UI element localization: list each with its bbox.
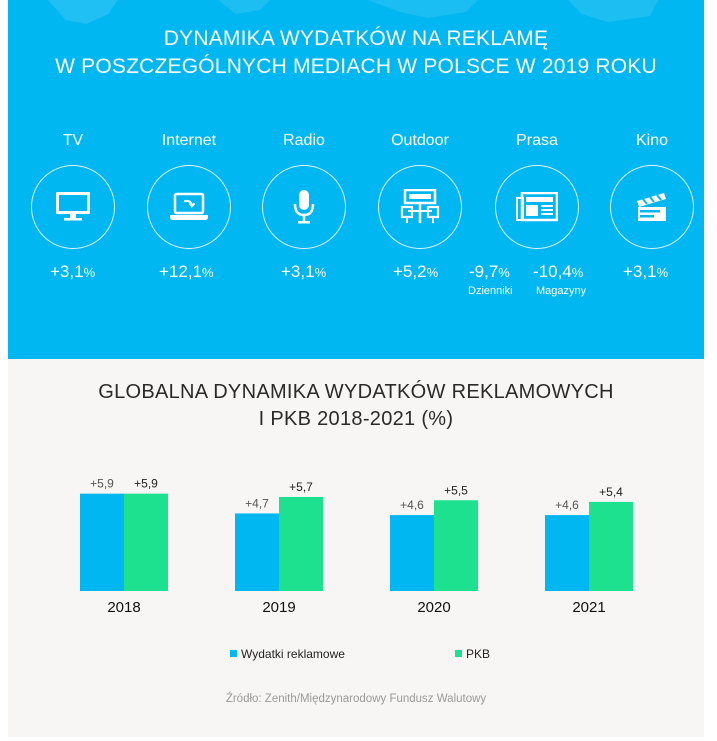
medium-label: Kino [635,132,669,149]
bar-pkb-2020 [434,500,478,591]
medium-sub-magazyny: Magazyny [536,285,587,297]
legend-swatch [230,650,237,657]
chart-title-line2: I PKB 2018-2021 (%) [258,408,454,430]
value-number: +5,2 [393,262,427,281]
clapperboard-icon [637,193,666,221]
value-unit: % [656,265,669,280]
medium-internet: Internet [134,130,244,249]
value-unit: % [498,265,510,280]
value-unit: % [426,265,439,280]
data-label: +4,7 [245,496,269,510]
medium-radio: Radio [249,130,359,249]
medium-value-dzienniki: -9,7% [469,262,510,282]
medium-circle [31,165,115,249]
value-unit: % [83,265,96,280]
value-number: +12,1 [159,262,203,281]
data-label: +5,4 [599,485,623,499]
medium-circle [147,165,231,249]
legend-label: PKB [466,647,491,661]
medium-outdoor: Outdoor [365,130,475,249]
legend-swatch [455,650,462,657]
legend-item-pkb: PKB [455,647,490,661]
data-label: +5,9 [90,477,114,491]
media-title-line2: W POSZCZEGÓLNYCH MEDIACH W POLSCE W 2019… [55,55,657,78]
bar-wydatki-2021 [545,515,589,591]
value-number: +3,1 [623,262,657,281]
medium-value-radio: +3,1% [281,262,326,282]
bar-pkb-2021 [589,501,633,591]
bar-wydatki-2018 [80,493,124,591]
microphone-icon [293,190,315,224]
category-label: 2018 [107,599,140,616]
medium-value-outdoor: +5,2% [393,262,438,282]
value-number: +3,1 [281,262,315,281]
medium-value-internet: +12,1% [159,262,214,282]
data-label: +4,6 [400,498,424,512]
legend-label: Wydatki reklamowe [241,647,345,661]
value-unit: % [571,265,584,280]
media-spending-panel: DYNAMIKA WYDATKÓW NA REKLAMĘ W POSZCZEGÓ… [8,0,704,359]
tv-icon [56,192,90,221]
medium-circle [610,165,694,249]
medium-sub-dzienniki: Dzienniki [468,285,513,297]
medium-label: Outdoor [391,132,449,149]
medium-value-kino: +3,1% [623,262,668,282]
laptop-icon [170,192,208,220]
source-note: Źródło: Zenith/Międzynarodowy Fundusz Wa… [225,693,487,705]
global-dynamics-panel: GLOBALNA DYNAMIKA WYDATKÓW REKLAMOWYCH I… [8,359,704,737]
medium-value-tv: +3,1% [50,262,95,282]
medium-circle [378,165,462,249]
medium-label: Radio [283,132,325,149]
data-label: +5,5 [444,483,468,497]
medium-prasa: Prasa [482,130,592,249]
media-title-line1: DYNAMIKA WYDATKÓW NA REKLAMĘ [163,27,549,50]
bar-wydatki-2019 [235,513,279,591]
medium-value-magazyny: -10,4% [533,262,583,282]
value-number: -10,4 [533,262,572,281]
billboard-icon [400,189,440,223]
category-label: 2021 [572,599,605,616]
value-number: -9,7 [469,262,499,281]
data-label: +5,7 [289,480,313,494]
bar-wydatki-2020 [390,515,434,591]
medium-label: Prasa [516,132,558,149]
value-unit: % [202,265,214,280]
world-map-decoration [48,0,658,24]
bar-pkb-2018 [124,493,168,591]
medium-label: Internet [161,132,217,149]
medium-circle [495,165,579,249]
chart-title-line1: GLOBALNA DYNAMIKA WYDATKÓW REKLAMOWYCH [98,381,614,403]
medium-kino: Kino [597,130,704,249]
newspaper-icon [516,192,558,222]
bar-chart: +5,9 +5,9 2018 +4,7 +5,7 2019 +4,6 +5,5 2020 +4,6… [80,477,633,616]
category-label: 2020 [417,599,450,616]
medium-label: TV [62,132,84,149]
medium-circle [262,165,346,249]
bar-pkb-2019 [279,496,323,591]
medium-tv: TV [18,130,128,249]
data-label: +5,9 [134,477,158,491]
data-label: +4,6 [555,498,579,512]
legend-item-wydatki: Wydatki reklamowe [230,647,345,661]
value-unit: % [314,265,327,280]
value-number: +3,1 [50,262,84,281]
category-label: 2019 [262,599,295,616]
